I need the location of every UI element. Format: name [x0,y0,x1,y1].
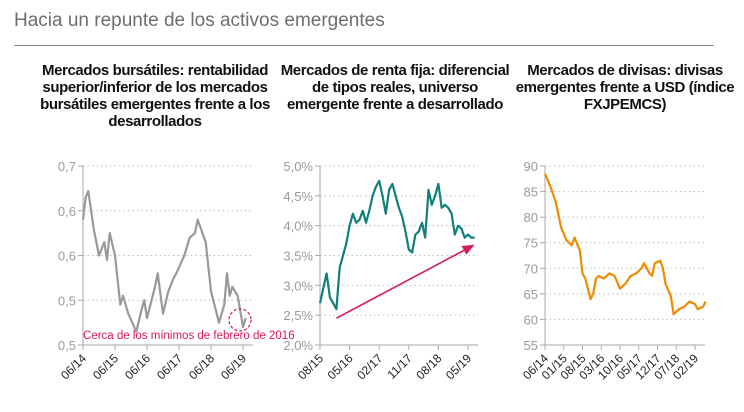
page-title: Hacia un repunte de los activos emergent… [14,10,385,31]
y-tick-label: 65 [524,287,538,302]
y-tick-label: 4,5% [283,189,313,204]
y-tick-label: 60 [524,312,538,327]
chart-fixed-income: 5,0% 4,5% 4,0% 3,5% 3,0% 2,5% 2,0%08/1505/1602… [283,159,478,382]
y-tick-label: 3,5% [283,249,313,264]
y-tick-label: 0,5 [58,293,76,308]
x-tick-label: 11/17 [384,351,415,382]
x-tick-label: 08/15 [295,351,326,382]
x-tick-label: 06/15 [90,351,121,382]
y-tick-label: 2,5% [283,308,313,323]
x-tick-label: 02/17 [354,351,385,382]
annotation-label: Cerca de los mínimos de febrero de 2016 [83,330,295,342]
y-tick-label: 4,0% [283,219,313,234]
y-tick-label: 2,0% [283,338,313,353]
y-tick-label: 0,5 [58,338,76,353]
x-tick-label: 08/18 [413,351,444,382]
annotation-circle [228,308,252,332]
x-tick-label: 06/16 [122,351,153,382]
y-tick-label: 5,0% [283,159,313,174]
y-tick-label: 0,6 [58,204,76,219]
y-tick-label: 75 [524,236,538,251]
x-tick-label: 05/19 [443,351,474,382]
series-line [543,173,707,316]
x-tick-label: 05/16 [325,351,356,382]
y-tick-label: 80 [524,210,538,225]
chart-title-currencies: Mercados de divisas: divisas emergentes … [515,62,735,113]
y-tick-label: 0,7 [58,159,76,174]
trend-arrow-line [336,249,465,319]
chart-currencies: 908580757065605506/1401/1508/1503/1610/1… [520,159,707,382]
title-divider [14,45,714,46]
y-tick-label: 55 [524,338,538,353]
series-line [318,179,475,311]
x-tick-label: 06/18 [186,351,217,382]
y-tick-label: 85 [524,185,538,200]
chart-title-equities: Mercados bursátiles: rentabilidad superi… [40,62,270,130]
y-tick-label: 3,0% [283,278,313,293]
x-tick-label: 06/14 [58,351,89,382]
x-tick-label: 06/17 [154,351,185,382]
series-line [81,190,247,333]
x-tick-label: 06/19 [218,351,249,382]
chart-title-fixed-income: Mercados de renta fija: diferencial de t… [280,62,510,113]
y-tick-label: 70 [524,261,538,276]
y-tick-label: 0,6 [58,249,76,264]
chart-equities: 0,70,60,60,50,506/14 06/15 06/16 06/17 06/18… [58,159,295,382]
trend-arrow-head [461,244,475,255]
y-tick-label: 90 [524,159,538,174]
